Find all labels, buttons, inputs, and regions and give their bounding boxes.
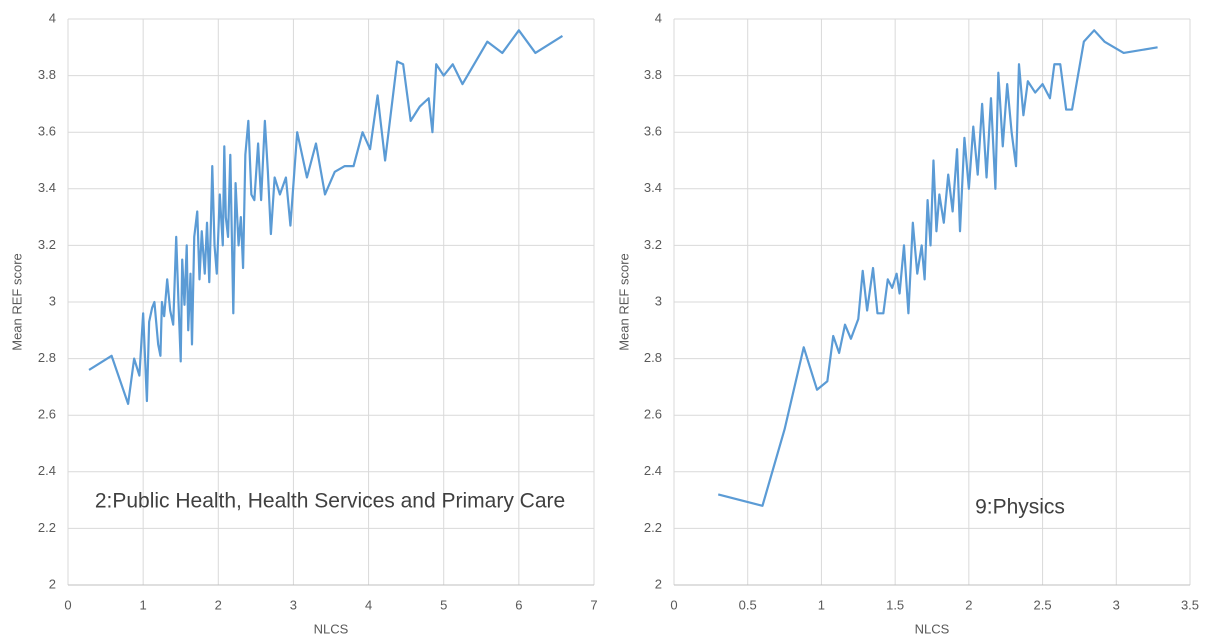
- x-tick-label: 2.5: [1034, 597, 1052, 612]
- x-tick-label: 0.5: [739, 597, 757, 612]
- y-tick-label: 2.8: [644, 350, 662, 365]
- y-axis-label: Mean REF score: [616, 253, 631, 351]
- y-tick-label: 3.6: [38, 124, 56, 139]
- chart-panel: 2 2.2 2.4 2.6 2.8 3 3.2 3.4 3.6 3.8 4 0 1 2 3 4 5 6 7 NLCS M…: [9, 10, 597, 636]
- x-tick-label: 2: [965, 597, 972, 612]
- data-line: [88, 29, 564, 405]
- x-tick-label: 0: [670, 597, 677, 612]
- y-tick-label: 3.4: [644, 180, 662, 195]
- y-tick-label: 2: [655, 576, 662, 591]
- x-tick-label: 0: [64, 597, 71, 612]
- y-tick-label: 2.2: [38, 520, 56, 535]
- x-tick-label: 1: [818, 597, 825, 612]
- y-tick-label: 2: [49, 576, 56, 591]
- annotation: 2:Public Health, Health Services and Pri…: [95, 490, 565, 513]
- x-tick-label: 3: [290, 597, 297, 612]
- chart-panel: 2 2.2 2.4 2.6 2.8 3 3.2 3.4 3.6 3.8 4 0 0.5 1 1.5 2 2.5 3…: [616, 10, 1199, 636]
- x-tick-label: 4: [365, 597, 372, 612]
- x-tick-label: 7: [590, 597, 597, 612]
- x-tick-label: 3.5: [1181, 597, 1199, 612]
- x-tick-label: 1: [140, 597, 147, 612]
- y-tick-label: 3: [49, 293, 56, 308]
- y-tick-label: 3.2: [38, 237, 56, 252]
- annotation: 9:Physics: [975, 496, 1065, 519]
- y-tick-label: 3: [655, 293, 662, 308]
- x-tick-label: 5: [440, 597, 447, 612]
- data-line: [717, 29, 1158, 507]
- y-tick-label: 3.6: [644, 124, 662, 139]
- x-tick-label: 1.5: [886, 597, 904, 612]
- x-tick-label: 3: [1113, 597, 1120, 612]
- x-axis-label: NLCS: [314, 621, 349, 636]
- y-tick-label: 2.6: [38, 407, 56, 422]
- x-tick-label: 6: [515, 597, 522, 612]
- y-tick-label: 3.2: [644, 237, 662, 252]
- x-axis-label: NLCS: [915, 621, 950, 636]
- x-tick-label: 2: [215, 597, 222, 612]
- y-tick-label: 2.4: [38, 463, 56, 478]
- y-tick-label: 3.8: [644, 67, 662, 82]
- y-tick-label: 4: [49, 10, 56, 25]
- y-tick-label: 2.2: [644, 520, 662, 535]
- y-tick-label: 2.8: [38, 350, 56, 365]
- y-tick-label: 2.4: [644, 463, 662, 478]
- y-tick-label: 2.6: [644, 407, 662, 422]
- y-tick-label: 3.4: [38, 180, 56, 195]
- y-axis-label: Mean REF score: [9, 253, 24, 351]
- y-tick-label: 4: [655, 10, 662, 25]
- y-tick-label: 3.8: [38, 67, 56, 82]
